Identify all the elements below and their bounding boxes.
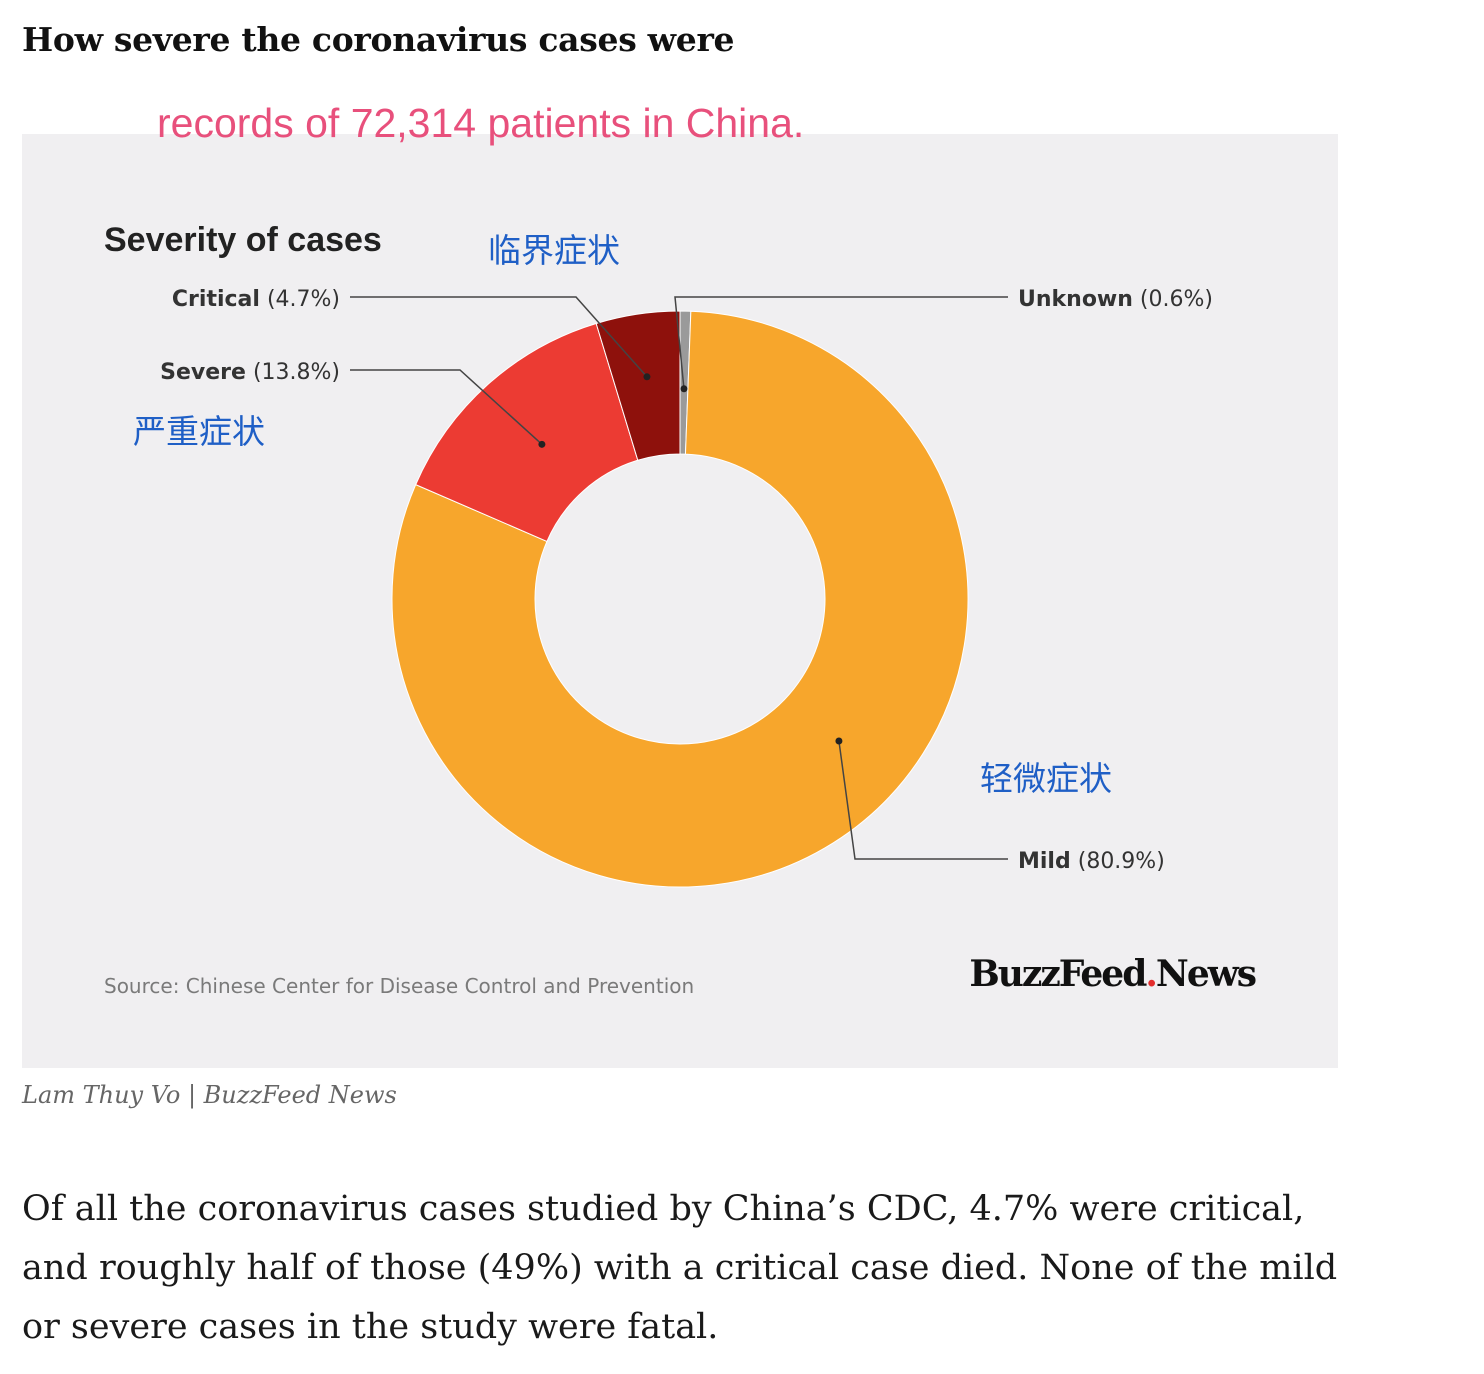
slice-critical [595, 310, 681, 461]
handwritten-annotation-records: records of 72,314 patients in China. [157, 100, 805, 146]
chart-panel [22, 134, 1338, 1068]
label-severe: Severe (13.8%) [160, 360, 340, 385]
label-unknown: Unknown (0.6%) [1018, 287, 1213, 312]
chart-title: Severity of cases [104, 221, 382, 259]
buzzfeed-news-logo: BuzzFeed.News [969, 953, 1255, 995]
label-mild-value: (80.9%) [1078, 849, 1165, 874]
logo-tail: News [1156, 953, 1256, 995]
label-unknown-value: (0.6%) [1140, 287, 1213, 312]
logo-dot: . [1145, 953, 1156, 995]
annotation-severe-cn: 严重症状 [133, 412, 265, 451]
label-mild-name: Mild [1018, 849, 1071, 874]
leader-dot-critical [643, 373, 651, 381]
label-critical: Critical (4.7%) [172, 287, 340, 312]
article-paragraph: Of all the coronavirus cases studied by … [22, 1189, 1338, 1347]
label-severe-name: Severe [160, 360, 246, 385]
slice-severe [415, 322, 639, 543]
label-critical-name: Critical [172, 287, 260, 312]
leader-dot-mild [835, 737, 843, 745]
image-credit: Lam Thuy Vo | BuzzFeed News [22, 1081, 397, 1109]
leader-dot-unknown [680, 385, 688, 393]
article-headline: How severe the coronavirus cases were [22, 20, 735, 59]
leader-line-mild [838, 740, 1008, 860]
label-unknown-name: Unknown [1018, 287, 1133, 312]
leader-line-unknown [674, 296, 1008, 389]
label-mild: Mild (80.9%) [1018, 849, 1165, 874]
donut-slices [391, 310, 969, 888]
slice-mild [391, 310, 969, 888]
leader-lines [350, 296, 1008, 860]
annotation-mild-cn: 轻微症状 [980, 759, 1112, 798]
label-severe-value: (13.8%) [253, 360, 340, 385]
logo-main: BuzzFeed [969, 953, 1147, 995]
leader-line-critical [350, 296, 648, 378]
annotation-critical-cn: 临界症状 [488, 231, 620, 270]
leader-line-severe [350, 369, 543, 445]
label-critical-value: (4.7%) [267, 287, 340, 312]
chart-source: Source: Chinese Center for Disease Contr… [104, 974, 694, 998]
leader-dot-severe [538, 440, 546, 448]
